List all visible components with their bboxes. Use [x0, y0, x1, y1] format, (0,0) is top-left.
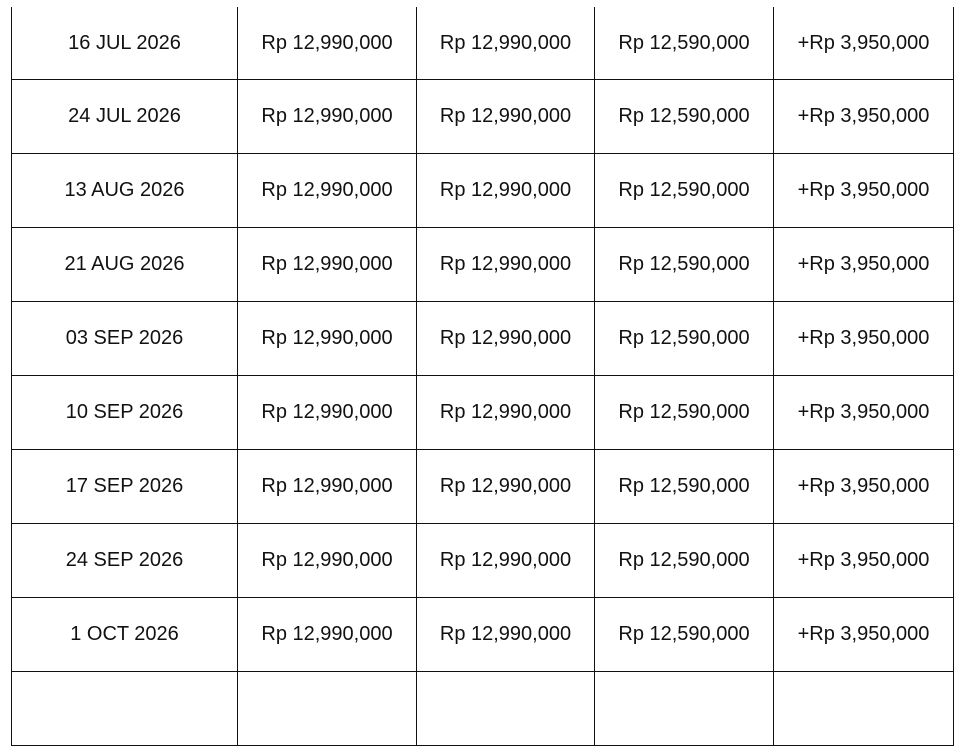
price-cell-2: Rp 12,990,000	[416, 227, 595, 302]
table-row: 17 SEP 2026 Rp 12,990,000 Rp 12,990,000 Rp …	[11, 449, 954, 524]
date-cell: 21 AUG 2026	[11, 227, 238, 302]
date-cell: 03 SEP 2026	[11, 301, 238, 376]
date-cell: 16 JUL 2026	[11, 7, 238, 80]
surcharge-cell: +Rp 3,950,000	[773, 79, 954, 154]
price-cell-1: Rp 12,990,000	[237, 301, 417, 376]
table-row-partial	[11, 671, 954, 746]
empty-cell	[594, 671, 774, 746]
date-cell: 13 AUG 2026	[11, 153, 238, 228]
date-cell: 24 JUL 2026	[11, 79, 238, 154]
surcharge-cell: +Rp 3,950,000	[773, 375, 954, 450]
surcharge-cell: +Rp 3,950,000	[773, 227, 954, 302]
table-row: 10 SEP 2026 Rp 12,990,000 Rp 12,990,000 Rp …	[11, 375, 954, 450]
price-cell-1: Rp 12,990,000	[237, 227, 417, 302]
table-row: 13 AUG 2026 Rp 12,990,000 Rp 12,990,000 Rp …	[11, 153, 954, 228]
date-cell: 1 OCT 2026	[11, 597, 238, 672]
price-cell-2: Rp 12,990,000	[416, 449, 595, 524]
date-cell: 17 SEP 2026	[11, 449, 238, 524]
surcharge-cell: +Rp 3,950,000	[773, 153, 954, 228]
price-cell-2: Rp 12,990,000	[416, 153, 595, 228]
price-cell-3: Rp 12,590,000	[594, 79, 774, 154]
price-cell-1: Rp 12,990,000	[237, 375, 417, 450]
price-cell-3: Rp 12,590,000	[594, 301, 774, 376]
price-table-body: 16 JUL 2026 Rp 12,990,000 Rp 12,990,000 Rp …	[11, 7, 954, 746]
table-row: 24 SEP 2026 Rp 12,990,000 Rp 12,990,000 Rp …	[11, 523, 954, 598]
surcharge-cell: +Rp 3,950,000	[773, 301, 954, 376]
price-cell-2: Rp 12,990,000	[416, 7, 595, 80]
table-row: 03 SEP 2026 Rp 12,990,000 Rp 12,990,000 Rp …	[11, 301, 954, 376]
price-cell-3: Rp 12,590,000	[594, 153, 774, 228]
empty-cell	[11, 671, 238, 746]
table-row: 16 JUL 2026 Rp 12,990,000 Rp 12,990,000 Rp …	[11, 7, 954, 80]
table-row: 24 JUL 2026 Rp 12,990,000 Rp 12,990,000 Rp …	[11, 79, 954, 154]
price-cell-1: Rp 12,990,000	[237, 523, 417, 598]
date-cell: 10 SEP 2026	[11, 375, 238, 450]
price-cell-2: Rp 12,990,000	[416, 597, 595, 672]
price-cell-3: Rp 12,590,000	[594, 227, 774, 302]
price-cell-2: Rp 12,990,000	[416, 79, 595, 154]
price-cell-1: Rp 12,990,000	[237, 597, 417, 672]
surcharge-cell: +Rp 3,950,000	[773, 7, 954, 80]
price-cell-3: Rp 12,590,000	[594, 597, 774, 672]
price-cell-2: Rp 12,990,000	[416, 523, 595, 598]
empty-cell	[416, 671, 595, 746]
price-cell-2: Rp 12,990,000	[416, 375, 595, 450]
price-cell-1: Rp 12,990,000	[237, 7, 417, 80]
surcharge-cell: +Rp 3,950,000	[773, 597, 954, 672]
price-cell-2: Rp 12,990,000	[416, 301, 595, 376]
empty-cell	[237, 671, 417, 746]
price-cell-3: Rp 12,590,000	[594, 449, 774, 524]
table-row: 1 OCT 2026 Rp 12,990,000 Rp 12,990,000 Rp 1…	[11, 597, 954, 672]
surcharge-cell: +Rp 3,950,000	[773, 523, 954, 598]
date-cell: 24 SEP 2026	[11, 523, 238, 598]
price-cell-1: Rp 12,990,000	[237, 79, 417, 154]
empty-cell	[773, 671, 954, 746]
price-cell-1: Rp 12,990,000	[237, 449, 417, 524]
price-cell-1: Rp 12,990,000	[237, 153, 417, 228]
surcharge-cell: +Rp 3,950,000	[773, 449, 954, 524]
price-cell-3: Rp 12,590,000	[594, 523, 774, 598]
price-cell-3: Rp 12,590,000	[594, 7, 774, 80]
price-cell-3: Rp 12,590,000	[594, 375, 774, 450]
price-table: 16 JUL 2026 Rp 12,990,000 Rp 12,990,000 Rp …	[11, 7, 954, 746]
table-row: 21 AUG 2026 Rp 12,990,000 Rp 12,990,000 Rp …	[11, 227, 954, 302]
